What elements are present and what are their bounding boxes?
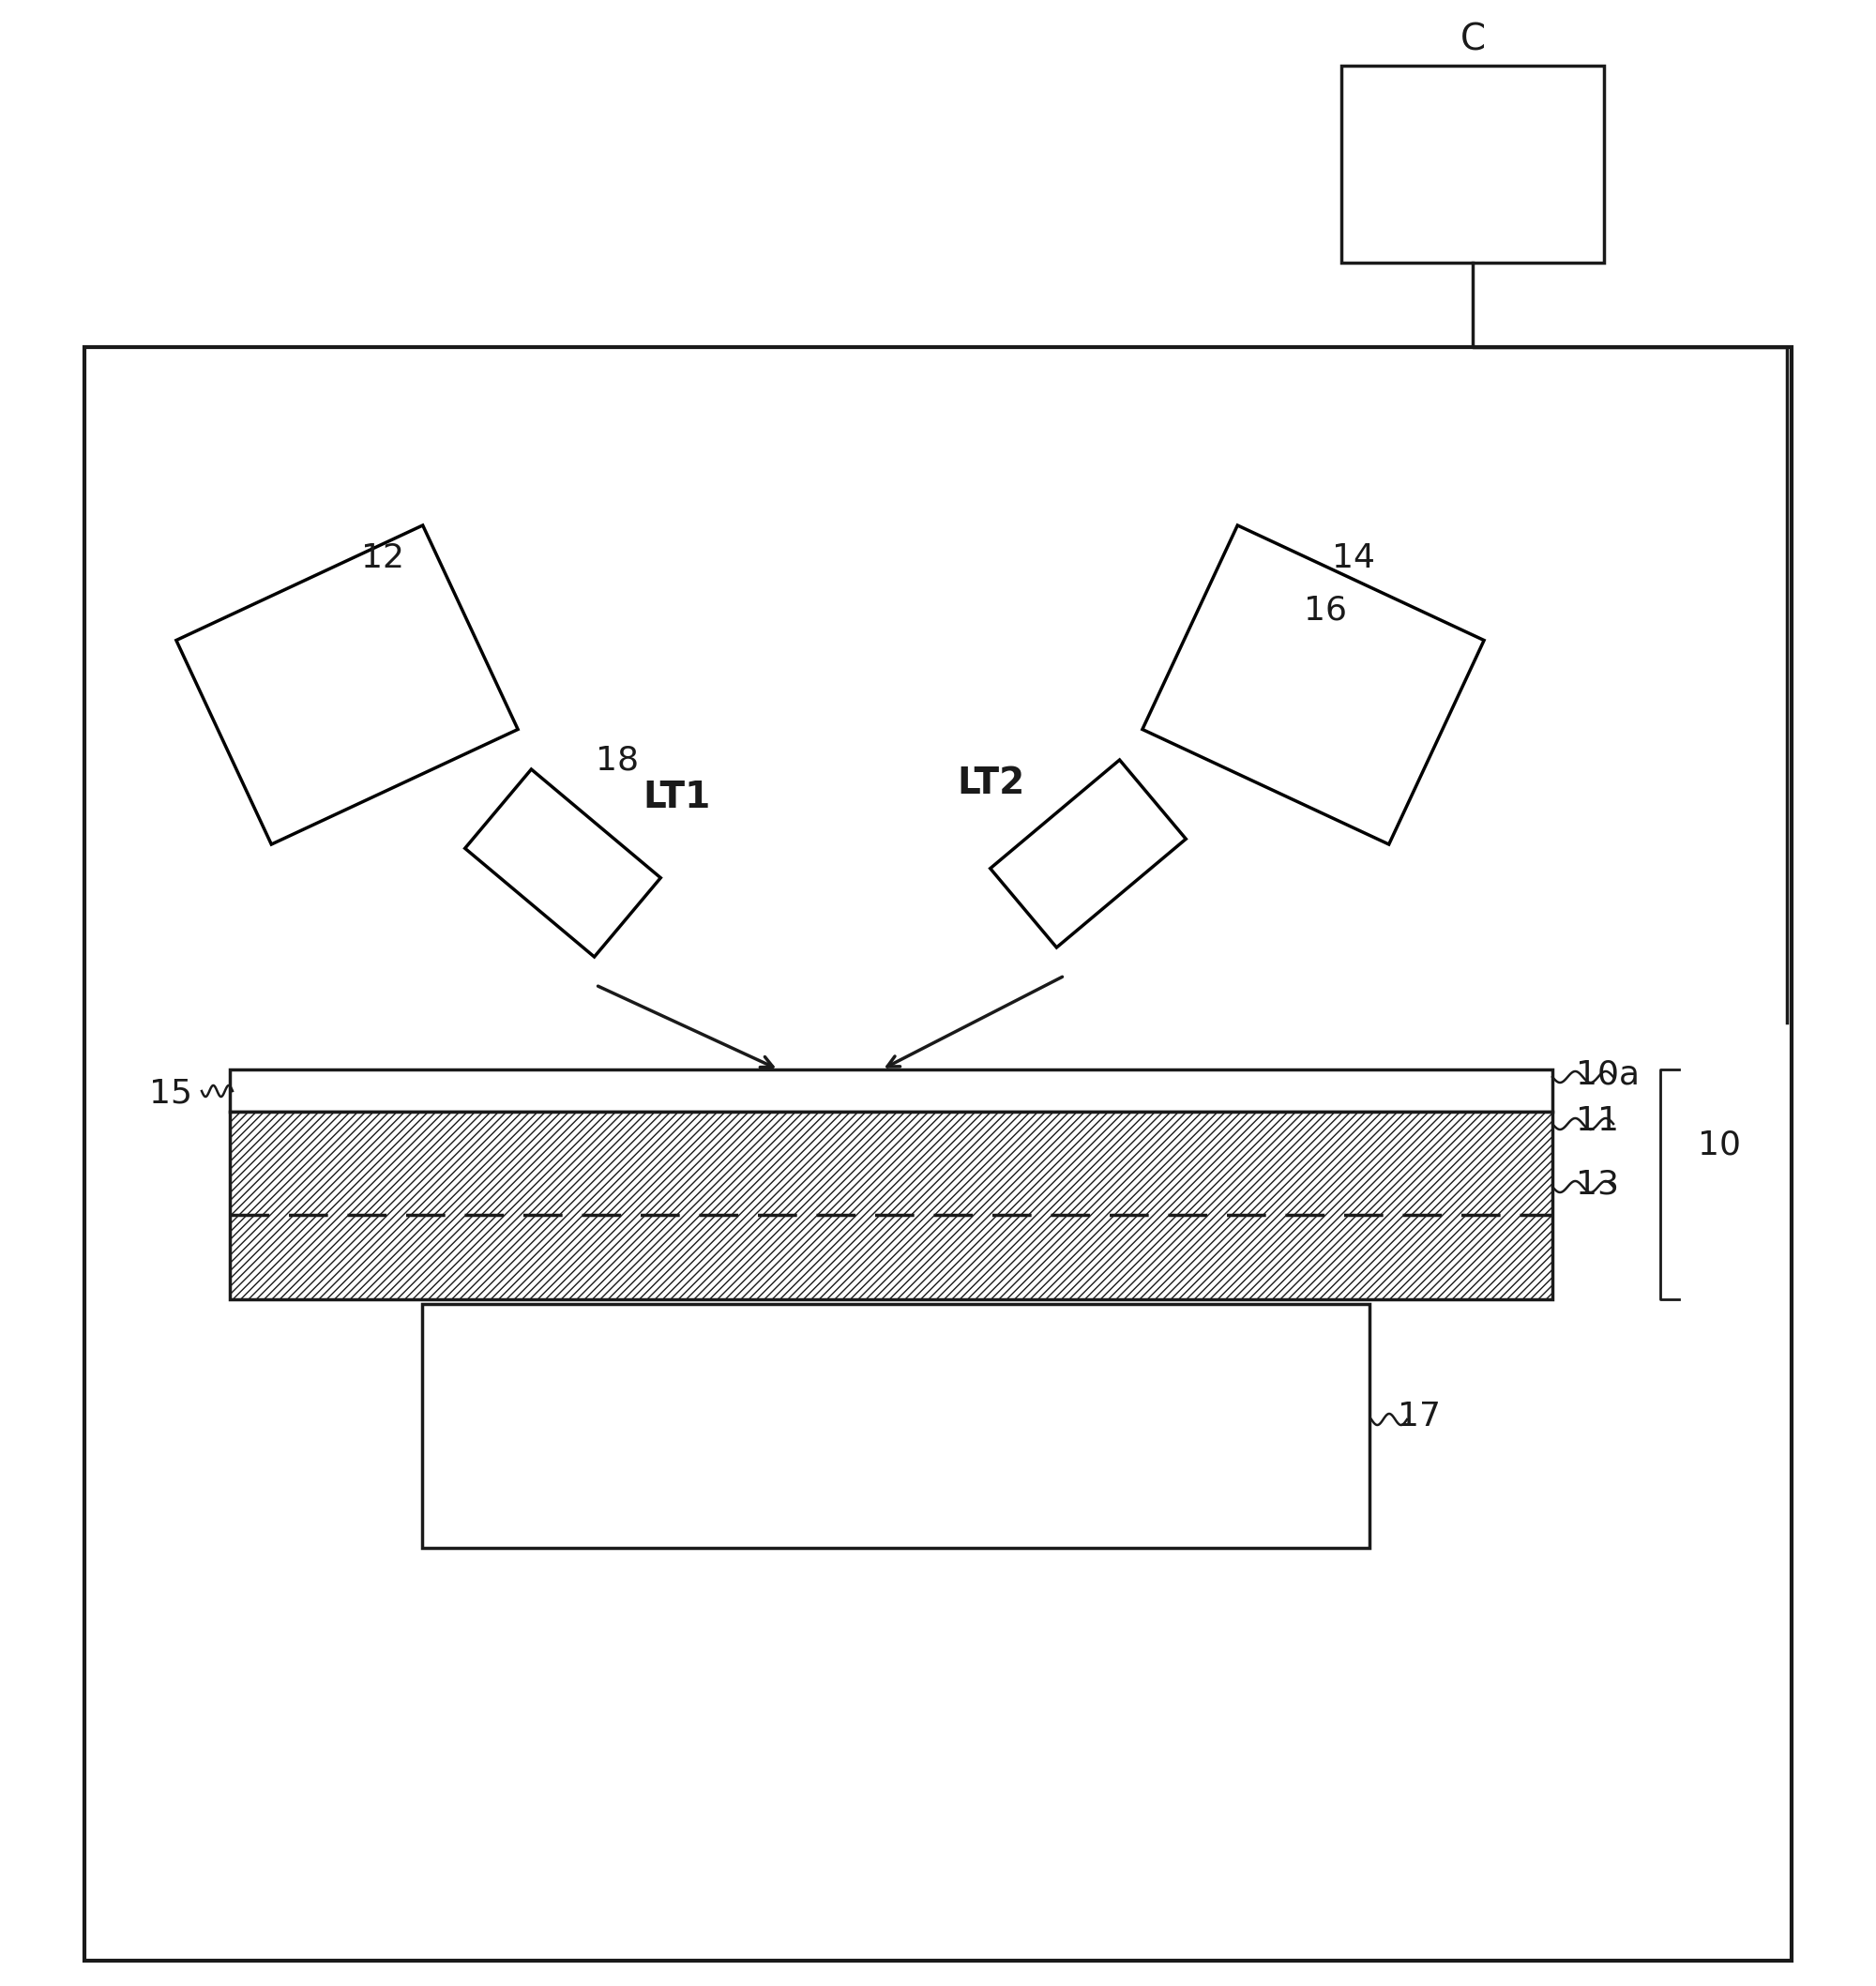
Text: 12: 12 xyxy=(362,542,405,574)
Text: LT2: LT2 xyxy=(957,765,1024,800)
Polygon shape xyxy=(991,761,1186,947)
Bar xyxy=(1341,66,1604,262)
Bar xyxy=(422,1305,1369,1547)
Text: LT1: LT1 xyxy=(643,780,711,814)
Text: 15: 15 xyxy=(150,1076,193,1108)
Bar xyxy=(84,348,1792,1960)
Text: 11: 11 xyxy=(1576,1104,1619,1138)
Polygon shape xyxy=(465,769,660,957)
Text: 14: 14 xyxy=(1332,542,1375,574)
Text: C: C xyxy=(1460,22,1486,58)
Text: 10a: 10a xyxy=(1576,1059,1640,1090)
Bar xyxy=(231,1068,1553,1112)
Text: 17: 17 xyxy=(1398,1400,1441,1432)
Text: 18: 18 xyxy=(597,745,640,777)
Text: 10: 10 xyxy=(1698,1128,1741,1160)
Polygon shape xyxy=(176,526,518,844)
Bar xyxy=(231,1112,1553,1299)
Text: 13: 13 xyxy=(1576,1168,1619,1200)
Polygon shape xyxy=(1142,526,1484,844)
Text: 16: 16 xyxy=(1304,594,1347,626)
